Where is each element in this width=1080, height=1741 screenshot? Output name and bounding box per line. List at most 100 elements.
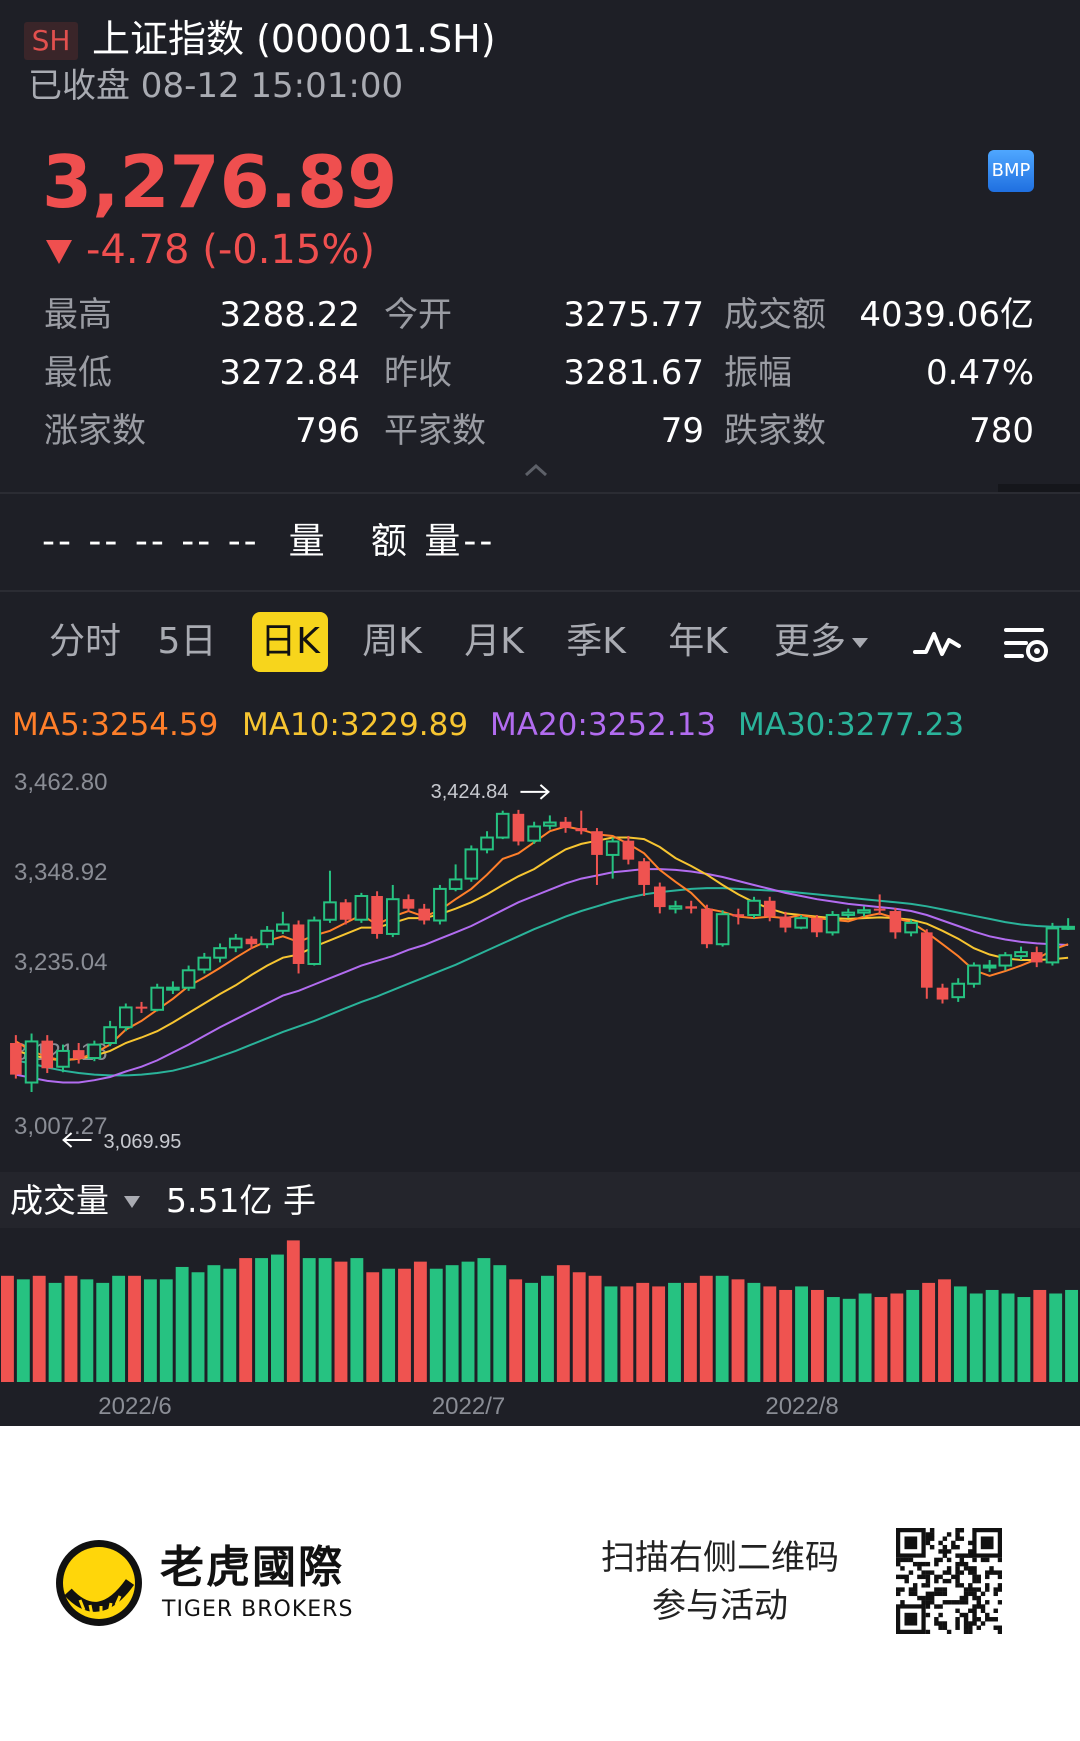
candle bbox=[1045, 922, 1060, 966]
qr-code-icon bbox=[896, 1528, 1002, 1634]
indicator-wave-icon[interactable] bbox=[912, 622, 962, 664]
candle bbox=[653, 882, 666, 914]
info-strip bbox=[0, 504, 1080, 590]
candle bbox=[841, 908, 856, 919]
candle bbox=[371, 891, 383, 939]
bmp-button[interactable]: BMP bbox=[988, 150, 1034, 192]
volume-bar bbox=[413, 1261, 427, 1382]
collapse-chevron-up-icon[interactable] bbox=[524, 458, 548, 482]
volume-bar bbox=[874, 1297, 888, 1382]
volume-bar bbox=[112, 1275, 126, 1382]
tab-week-k[interactable]: 周K bbox=[362, 621, 422, 662]
volume-bar bbox=[858, 1293, 872, 1382]
scan-instruction: 扫描右侧二维码 参与活动 bbox=[580, 1534, 860, 1630]
stat-high-value: 3288.22 bbox=[219, 295, 360, 335]
ma20-line bbox=[15, 868, 1069, 1084]
candle bbox=[951, 978, 966, 1002]
volume-bar bbox=[80, 1279, 94, 1382]
tab-intraday[interactable]: 分时 bbox=[48, 621, 121, 662]
stat-amplitude-label: 振幅 bbox=[724, 353, 792, 393]
candle bbox=[575, 810, 588, 835]
volume-bar bbox=[366, 1272, 380, 1382]
volume-bar bbox=[604, 1286, 618, 1382]
volume-bar bbox=[1017, 1297, 1031, 1382]
change-value: -4.78 (-0.15%) bbox=[86, 227, 375, 273]
last-price: 3,276.89 bbox=[42, 140, 398, 224]
candle bbox=[307, 916, 322, 966]
candle bbox=[747, 896, 761, 919]
volume-bar bbox=[207, 1265, 221, 1382]
candle bbox=[24, 1033, 39, 1093]
market-badge: SH bbox=[24, 22, 78, 60]
candle bbox=[920, 929, 933, 999]
candle bbox=[197, 952, 212, 974]
stat-high-label: 最高 bbox=[44, 295, 112, 335]
tab-month-k[interactable]: 月K bbox=[464, 621, 524, 662]
kline-chart[interactable]: 3,462.803,348.923,235.043,121.163,007.27… bbox=[0, 756, 1080, 1168]
period-tabs: 分时 5日 日K 周K 月K 季K 年K 更多 bbox=[0, 600, 1080, 684]
ma-legend: MA5:3254.59 MA10:3229.89 MA20:3252.13 MA… bbox=[12, 700, 1072, 750]
volume-bar bbox=[1033, 1289, 1047, 1382]
stat-open-value: 3275.77 bbox=[563, 295, 704, 335]
stat-advancers-value: 796 bbox=[295, 411, 360, 451]
volume-bar bbox=[239, 1258, 253, 1382]
candle bbox=[873, 894, 886, 915]
volume-bar bbox=[493, 1265, 507, 1382]
volume-label[interactable]: 成交量 bbox=[10, 1181, 109, 1220]
y-tick-label: 3,007.27 bbox=[14, 1113, 107, 1140]
ma20-value: MA20:3252.13 bbox=[490, 707, 717, 743]
volume-bar bbox=[96, 1282, 110, 1382]
strip-divider bbox=[0, 590, 1080, 592]
high-annotation: 3,424.84 bbox=[431, 781, 509, 803]
volume-bar bbox=[922, 1282, 936, 1382]
tab-year-k[interactable]: 年K bbox=[668, 621, 728, 662]
volume-bar bbox=[668, 1282, 681, 1382]
stat-prevclose-value: 3281.67 bbox=[563, 353, 704, 393]
volume-bar bbox=[398, 1268, 411, 1382]
kline-chart-svg: 3,462.803,348.923,235.043,121.163,007.27… bbox=[10, 769, 1075, 1153]
brand-name-en: TIGER BROKERS bbox=[162, 1597, 354, 1622]
volume-bar bbox=[969, 1293, 983, 1382]
stat-open-label: 今开 bbox=[384, 295, 452, 335]
stat-advancers-label: 涨家数 bbox=[44, 411, 146, 451]
volume-bar bbox=[1065, 1289, 1078, 1382]
candle bbox=[936, 983, 949, 1004]
candle bbox=[276, 911, 290, 934]
volume-bar bbox=[175, 1266, 189, 1382]
stat-low-value: 3272.84 bbox=[219, 353, 360, 393]
candle bbox=[1030, 946, 1043, 968]
candle bbox=[591, 828, 603, 885]
candle bbox=[967, 962, 981, 988]
candle bbox=[1014, 946, 1028, 961]
candle bbox=[72, 1043, 85, 1064]
candle bbox=[1061, 918, 1075, 930]
candle bbox=[464, 845, 479, 882]
tab-5day[interactable]: 5日 bbox=[157, 621, 217, 662]
volume-caret-down-icon[interactable] bbox=[124, 1196, 140, 1208]
scan-line-1: 扫描右侧二维码 bbox=[601, 1538, 839, 1578]
candle bbox=[323, 870, 337, 923]
volume-bar bbox=[477, 1258, 491, 1382]
y-tick-label: 3,235.04 bbox=[14, 949, 107, 976]
volume-bar bbox=[1001, 1293, 1015, 1382]
tab-more[interactable]: 更多 bbox=[766, 612, 876, 672]
volume-bar bbox=[890, 1293, 904, 1382]
volume-bar bbox=[525, 1282, 538, 1382]
candle bbox=[904, 919, 918, 937]
stat-decliners-value: 780 bbox=[969, 411, 1034, 451]
volume-bar bbox=[953, 1286, 967, 1382]
chart-settings-icon[interactable] bbox=[1002, 622, 1052, 664]
volume-bar bbox=[286, 1240, 300, 1382]
tab-day-k[interactable]: 日K bbox=[252, 612, 328, 672]
candle bbox=[150, 983, 165, 1012]
volume-value: 5.51亿 手 bbox=[166, 1181, 316, 1220]
volume-bar bbox=[620, 1286, 634, 1382]
candle bbox=[715, 910, 730, 947]
stats-row-1: 最高 3288.22 今开 3275.77 成交额 4039.06亿 bbox=[44, 286, 1034, 344]
tab-season-k[interactable]: 季K bbox=[566, 621, 626, 662]
market-status: 已收盘 08-12 15:01:00 bbox=[28, 66, 404, 106]
candle bbox=[166, 981, 180, 995]
candle bbox=[605, 837, 620, 879]
volume-bar bbox=[159, 1279, 173, 1382]
volume-bar bbox=[985, 1289, 999, 1382]
